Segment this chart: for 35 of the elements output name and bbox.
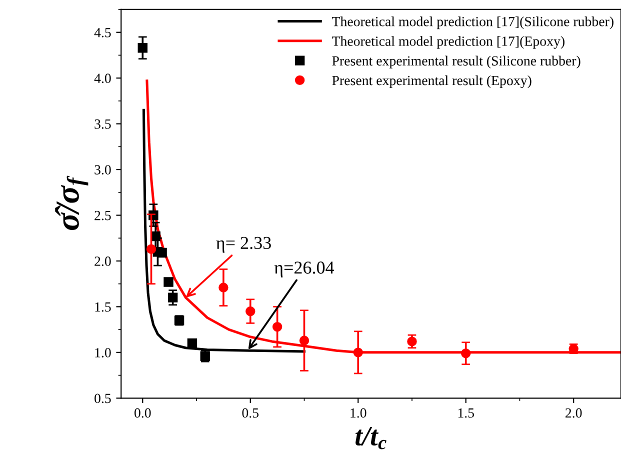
x-tick-label: 0.0 <box>134 408 151 418</box>
point <box>157 248 167 258</box>
annotation: η=26.04 <box>274 262 334 278</box>
y-tick-label: 3.0 <box>94 165 111 175</box>
y-tick-label: 4.5 <box>94 28 111 38</box>
point <box>164 277 174 287</box>
point <box>168 292 178 302</box>
point <box>246 306 256 316</box>
point <box>138 43 148 53</box>
point <box>146 244 156 254</box>
y-tick-label: 2.0 <box>94 256 111 266</box>
point <box>299 336 310 346</box>
y-tick-label: 1.0 <box>95 348 111 358</box>
x-tick-label: 1.0 <box>350 408 366 418</box>
point <box>218 282 228 292</box>
x-tick-label: 1.5 <box>458 408 474 418</box>
point <box>272 322 282 332</box>
legend-label: Theoretical model prediction [17](Epoxy) <box>332 36 564 49</box>
x-tick-label: 2.0 <box>566 408 582 418</box>
annotation: η= 2.33 <box>216 236 271 253</box>
y-tick-label: 3.5 <box>94 119 111 129</box>
x-axis-title: t/t$_{c}$ <box>356 426 386 450</box>
y-tick-label: 1.5 <box>95 302 111 312</box>
y-axis-title: σ̂/σ$_{f}$ <box>55 176 88 230</box>
point <box>407 336 417 346</box>
legend-label: Present experimental result (Epoxy) <box>332 75 532 88</box>
point <box>460 348 471 358</box>
legend-label: Theoretical model prediction [17](Silicone rubber) <box>332 16 614 30</box>
point <box>353 348 363 358</box>
legend-label: Present experimental result (Silicone rubber) <box>332 56 580 68</box>
y-tick-label: 0.5 <box>94 394 111 404</box>
y-tick-label: 4.0 <box>94 74 111 84</box>
y-tick-label: 2.5 <box>94 210 111 220</box>
point <box>187 338 198 348</box>
x-tick-label: 0.5 <box>242 408 259 418</box>
